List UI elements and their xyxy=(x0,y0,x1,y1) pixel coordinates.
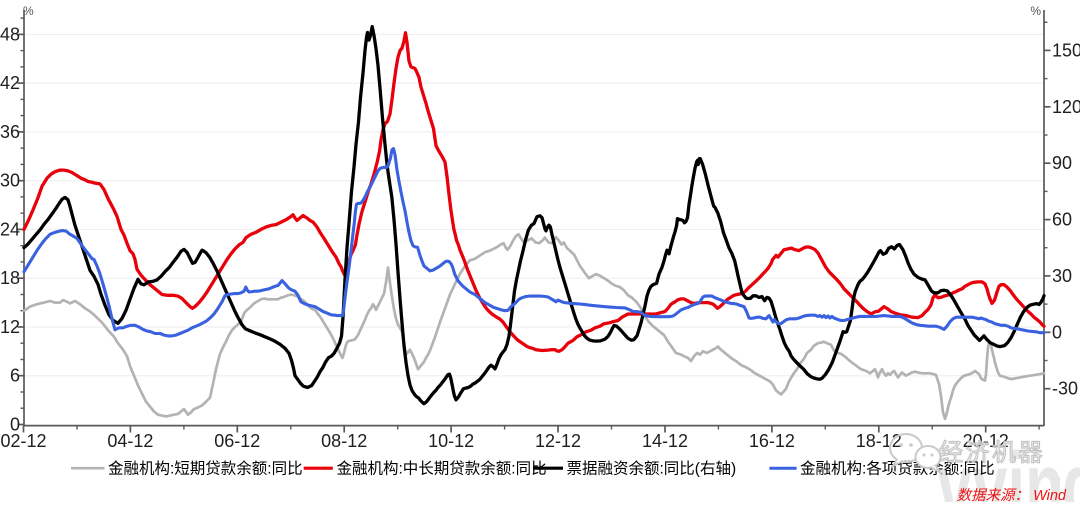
svg-text:18: 18 xyxy=(0,268,20,288)
svg-text:04-12: 04-12 xyxy=(107,431,153,451)
svg-text:90: 90 xyxy=(1052,153,1072,173)
svg-text:14-12: 14-12 xyxy=(642,431,688,451)
svg-text:150: 150 xyxy=(1052,40,1080,60)
svg-text:-30: -30 xyxy=(1052,379,1078,399)
svg-text:12: 12 xyxy=(0,317,20,337)
svg-text:0: 0 xyxy=(10,415,20,435)
svg-text:08-12: 08-12 xyxy=(321,431,367,451)
svg-text:48: 48 xyxy=(0,24,20,44)
svg-text:%: % xyxy=(23,4,34,18)
svg-text:vvin: vvin xyxy=(937,433,1064,502)
svg-text:02-12: 02-12 xyxy=(0,431,46,451)
svg-text:d: d xyxy=(1062,433,1080,502)
svg-text:6: 6 xyxy=(10,366,20,386)
svg-text:60: 60 xyxy=(1052,210,1072,230)
svg-text:20-12: 20-12 xyxy=(963,431,1009,451)
svg-text:12-12: 12-12 xyxy=(535,431,581,451)
svg-text:%: % xyxy=(1030,4,1041,18)
svg-text:票据融资余额:同比(右轴): 票据融资余额:同比(右轴) xyxy=(567,459,737,478)
svg-text:经济机器: 经济机器 xyxy=(939,440,1045,467)
svg-text:42: 42 xyxy=(0,73,20,93)
svg-text:数据来源： Wind: 数据来源： Wind xyxy=(957,487,1067,502)
svg-text:0: 0 xyxy=(1052,322,1062,342)
svg-text:120: 120 xyxy=(1052,97,1080,117)
svg-text:10-12: 10-12 xyxy=(428,431,474,451)
svg-text:24: 24 xyxy=(0,219,20,239)
svg-text:金融机构:短期贷款余额:同比: 金融机构:短期贷款余额:同比 xyxy=(108,459,303,478)
svg-text:18-12: 18-12 xyxy=(856,431,902,451)
svg-text:30: 30 xyxy=(1052,266,1072,286)
svg-text:06-12: 06-12 xyxy=(214,431,260,451)
svg-text:金融机构:各项贷款余额:同比: 金融机构:各项贷款余额:同比 xyxy=(800,459,995,478)
svg-text:16-12: 16-12 xyxy=(749,431,795,451)
svg-text:金融机构:中长期贷款余额:同比: 金融机构:中长期贷款余额:同比 xyxy=(337,459,547,478)
svg-text:36: 36 xyxy=(0,122,20,142)
svg-text:30: 30 xyxy=(0,171,20,191)
